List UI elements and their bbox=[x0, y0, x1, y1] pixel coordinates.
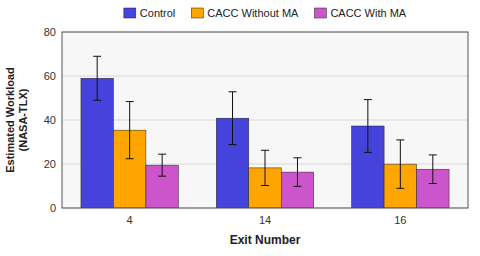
error-bar bbox=[364, 100, 372, 153]
y-axis: 0 20 40 60 80 bbox=[44, 26, 468, 214]
chart-container: 0 20 40 60 80 4 14 16 Exit Number Estimated Workl… bbox=[0, 0, 480, 256]
y-axis-label-line: (NASA-TLX) bbox=[17, 88, 29, 151]
error-bar bbox=[93, 56, 101, 100]
legend-item: Control bbox=[124, 7, 175, 19]
bars bbox=[81, 78, 449, 208]
x-tick-label: 16 bbox=[394, 214, 406, 226]
error-bar bbox=[126, 102, 134, 159]
plot-frame bbox=[62, 32, 468, 208]
y-tick-label: 40 bbox=[44, 114, 56, 126]
legend-swatch bbox=[191, 8, 203, 18]
legend: Control CACC Without MA CACC With MA bbox=[124, 7, 407, 19]
y-tick-label: 80 bbox=[44, 26, 56, 38]
y-axis-label: Estimated Workload(NASA-TLX) bbox=[4, 67, 29, 173]
legend-swatch bbox=[314, 8, 326, 18]
legend-item: CACC Without MA bbox=[191, 7, 299, 19]
error-bar bbox=[229, 92, 237, 145]
x-tick-label: 4 bbox=[127, 214, 133, 226]
x-tick-label: 14 bbox=[259, 214, 271, 226]
error-bar bbox=[261, 150, 269, 185]
error-bar bbox=[158, 154, 166, 176]
error-bar bbox=[396, 140, 404, 188]
y-axis-label-line: Estimated Workload bbox=[4, 67, 16, 173]
chart-svg: 0 20 40 60 80 4 14 16 Exit Number Estimated Workl… bbox=[0, 0, 480, 256]
y-tick-label: 60 bbox=[44, 70, 56, 82]
legend-label: Control bbox=[140, 7, 175, 19]
plot-background bbox=[62, 32, 468, 208]
error-bars bbox=[93, 56, 437, 188]
legend-label: CACC With MA bbox=[330, 7, 406, 19]
error-bar bbox=[429, 155, 437, 184]
y-tick-label: 20 bbox=[44, 158, 56, 170]
legend-label: CACC Without MA bbox=[207, 7, 299, 19]
legend-swatch bbox=[124, 8, 136, 18]
grid-line bbox=[62, 76, 468, 77]
x-axis: 4 14 16 bbox=[127, 214, 407, 226]
x-axis-label: Exit Number bbox=[230, 233, 301, 247]
error-bar bbox=[293, 158, 301, 187]
y-tick-label: 0 bbox=[50, 202, 56, 214]
legend-item: CACC With MA bbox=[314, 7, 406, 19]
grid-line bbox=[62, 120, 468, 121]
